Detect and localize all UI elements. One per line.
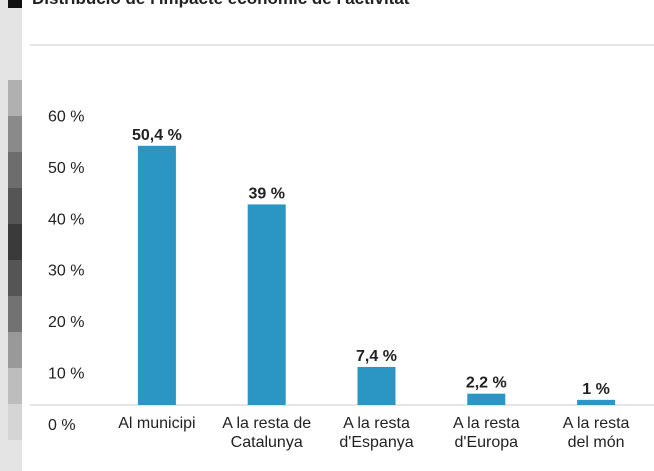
y-tick-label: 10 % [48,366,84,383]
value-label: 1 % [582,381,610,398]
y-tick-label: 40 % [48,211,84,228]
title-marker [8,0,22,8]
x-tick-label: A la resta del món [563,415,630,451]
value-label: 2,2 % [466,375,507,392]
bar [357,366,396,405]
x-tick-label: A la resta de Catalunya [222,415,311,451]
value-label: 39 % [248,185,284,202]
bar [467,393,506,405]
side-strip [0,0,22,471]
value-label: 50,4 % [132,127,182,144]
y-tick-label: 30 % [48,263,84,280]
x-tick-label: A la resta d'Europa [453,415,520,451]
chart-title: Distribució de l'impacte econòmic de l'a… [32,0,410,8]
x-tick-label: A la resta d'Espanya [339,415,413,451]
x-tick-label: Al municipi [118,415,195,432]
bar [137,145,176,406]
bar [577,399,616,405]
y-tick-label: 0 % [48,417,76,434]
value-label: 7,4 % [356,348,397,365]
bar [247,204,286,405]
y-tick-label: 20 % [48,314,84,331]
y-tick-label: 60 % [48,108,84,125]
y-tick-label: 50 % [48,160,84,177]
